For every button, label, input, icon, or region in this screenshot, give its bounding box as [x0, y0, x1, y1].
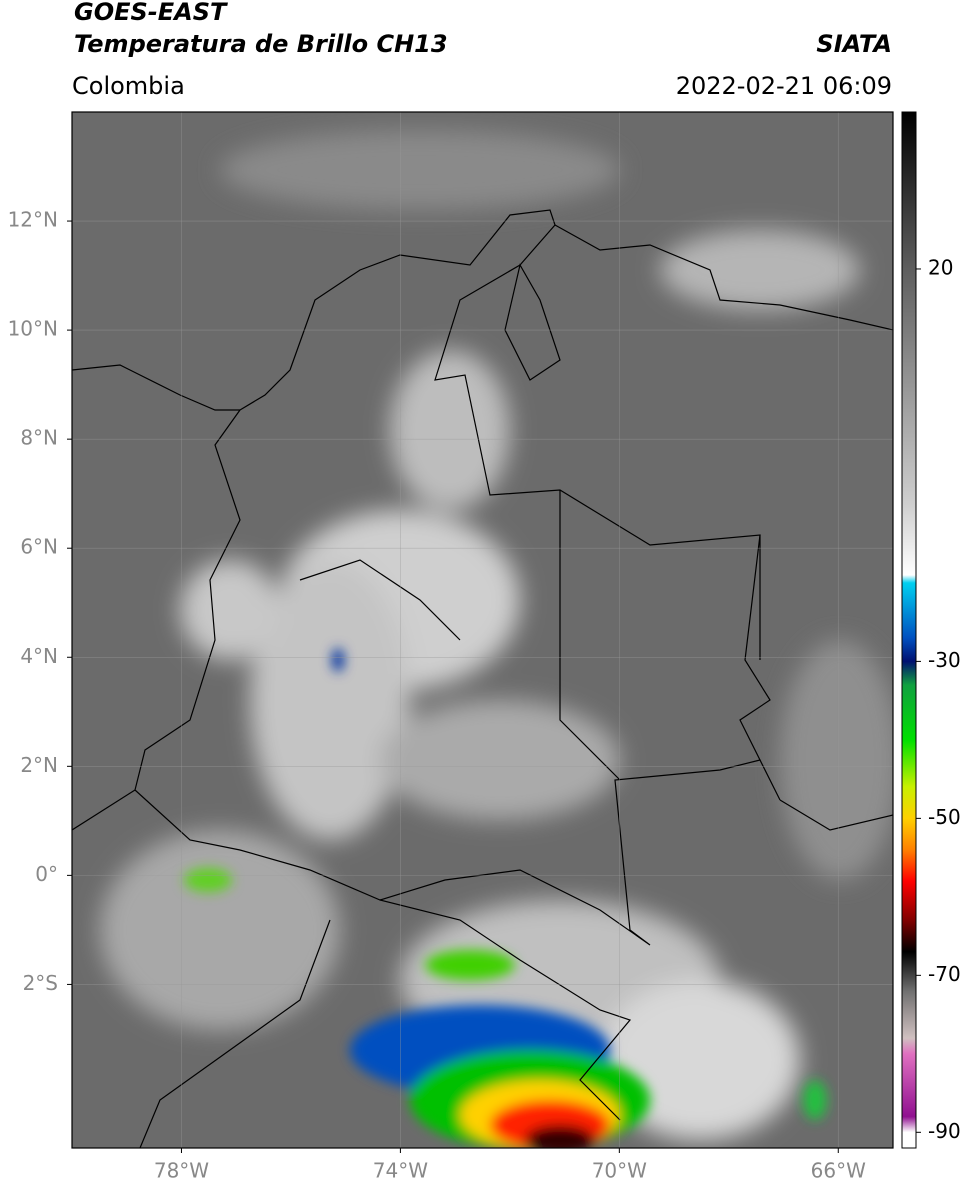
map — [72, 112, 893, 1148]
x-tick-label: 66°W — [811, 1159, 866, 1183]
x-tick-label: 74°W — [373, 1159, 428, 1183]
y-tick-label: 4°N — [20, 644, 58, 668]
colorbar-tick-label: -70 — [928, 962, 961, 986]
datetime: 2022-02-21 06:09 — [676, 72, 892, 100]
title: GOES-EAST — [74, 0, 228, 26]
source: SIATA — [816, 30, 892, 58]
map-frame — [71, 111, 894, 1149]
colorbar-tick-label: 20 — [928, 255, 953, 279]
colorbar-tick-label: -50 — [928, 805, 961, 829]
colorbar — [901, 111, 917, 1149]
colorbar-tick-label: -30 — [928, 648, 961, 672]
y-tick-label: 0° — [35, 862, 58, 886]
colorbar-tick-label: -90 — [928, 1119, 961, 1143]
y-tick-label: 6°N — [20, 535, 58, 559]
subtitle: Temperatura de Brillo CH13 — [74, 30, 448, 58]
borders — [72, 209, 893, 1148]
x-tick-label: 70°W — [592, 1159, 647, 1183]
y-tick-label: 8°N — [20, 426, 58, 450]
region: Colombia — [72, 72, 185, 100]
y-tick-label: 2°N — [20, 753, 58, 777]
y-tick-label: 2°S — [23, 971, 58, 995]
grid — [72, 112, 893, 1148]
y-tick-label: 12°N — [8, 208, 58, 232]
cold-cloud-tops — [184, 648, 827, 1148]
x-tick-label: 78°W — [154, 1159, 209, 1183]
y-tick-label: 10°N — [8, 317, 58, 341]
